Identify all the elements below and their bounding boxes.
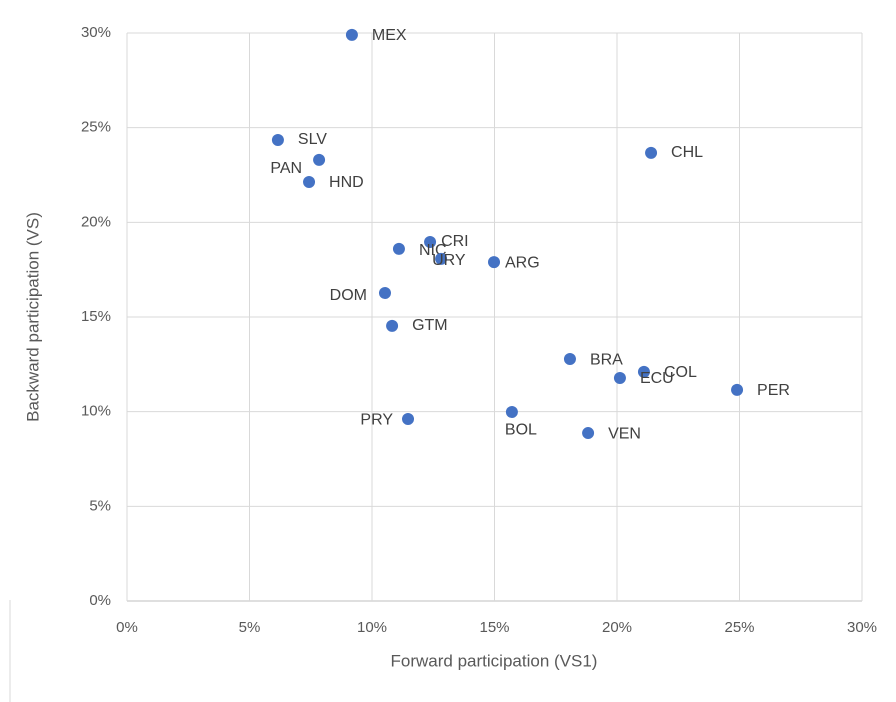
point-label: DOM (330, 287, 367, 304)
y-tick-label: 15% (81, 308, 111, 325)
point-label: SLV (298, 131, 327, 148)
point (378, 286, 391, 299)
point (645, 146, 658, 159)
point (303, 176, 316, 189)
y-tick-label: 5% (89, 497, 111, 514)
point (582, 427, 595, 440)
point-label: GTM (412, 317, 448, 334)
x-tick-label: 15% (479, 619, 509, 636)
point (613, 371, 626, 384)
point (731, 383, 744, 396)
x-tick-label: 10% (357, 619, 387, 636)
point-label: BOL (505, 421, 537, 438)
x-axis-title: Forward participation (VS1) (391, 651, 598, 670)
y-tick-label: 10% (81, 403, 111, 420)
point-label: BRA (590, 351, 623, 368)
point-label: PER (757, 382, 790, 399)
point-label: PAN (270, 160, 302, 177)
x-tick-label: 25% (724, 619, 754, 636)
x-tick-label: 5% (239, 619, 261, 636)
point-label: URY (432, 252, 466, 269)
y-tick-label: 25% (81, 119, 111, 136)
point-label: MEX (372, 27, 407, 44)
point-label: VEN (608, 425, 641, 442)
point (488, 256, 501, 269)
point (271, 133, 284, 146)
y-tick-label: 0% (89, 592, 111, 609)
point (424, 236, 437, 249)
point (637, 365, 650, 378)
point-label: COL (664, 364, 697, 381)
point (505, 406, 518, 419)
y-axis-title: Backward participation (VS) (23, 212, 42, 422)
point (563, 353, 576, 366)
point (402, 413, 415, 426)
point-label: ECU (640, 370, 674, 387)
point (392, 242, 405, 255)
point (435, 252, 448, 265)
point-label: PRY (360, 411, 393, 428)
point-label: CRI (441, 233, 469, 250)
y-tick-label: 30% (81, 24, 111, 41)
point-label: HND (329, 174, 364, 191)
x-tick-label: 30% (847, 619, 877, 636)
point-label: ARG (505, 254, 540, 271)
x-tick-label: 20% (602, 619, 632, 636)
point-label: CHL (671, 144, 703, 161)
point (313, 153, 326, 166)
point (345, 28, 358, 41)
y-tick-label: 20% (81, 213, 111, 230)
x-tick-label: 0% (116, 619, 138, 636)
point (386, 319, 399, 332)
